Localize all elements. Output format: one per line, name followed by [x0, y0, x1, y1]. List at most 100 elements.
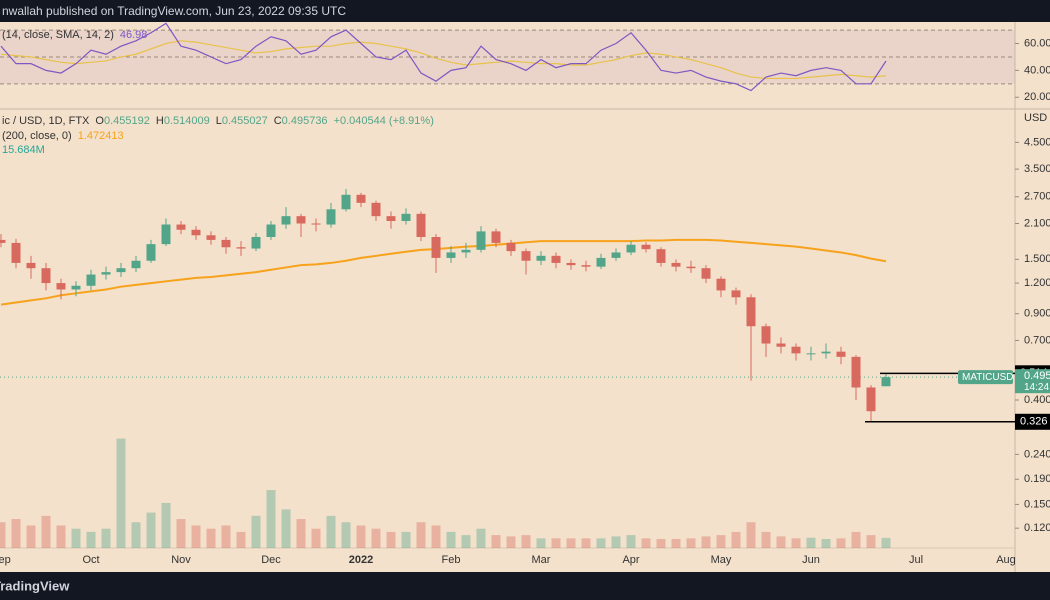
candle-body — [146, 244, 156, 261]
candle-body — [401, 213, 411, 222]
volume-bar — [716, 535, 726, 548]
x-tick-label: Feb — [442, 554, 461, 566]
candle-body — [221, 239, 231, 248]
volume-bar — [761, 531, 771, 548]
volume-bar — [356, 525, 366, 548]
volume-bar — [131, 522, 141, 548]
last-price-box — [1015, 369, 1050, 394]
volume-bar — [0, 522, 6, 548]
symbol-tag — [958, 370, 1013, 385]
volume-bar — [596, 538, 606, 548]
rsi-line — [0, 40, 887, 80]
candle-body — [0, 239, 6, 243]
candle-body — [791, 346, 801, 354]
footer-bar — [0, 572, 1050, 600]
volume-bar — [881, 537, 891, 548]
y-tick-label: 1.200 — [1024, 277, 1050, 289]
axis-unit: USD — [1024, 112, 1047, 124]
countdown-label: 14:24 — [1024, 382, 1049, 393]
candle-body — [626, 244, 636, 253]
volume-bar — [101, 528, 111, 548]
symbol-tag-label: MATICUSD — [962, 372, 1013, 383]
volume-bar — [551, 538, 561, 548]
ma-legend: (200, close, 0) 1.472413 — [2, 130, 124, 142]
candle-body — [71, 285, 81, 290]
rsi-legend: (14, close, SMA, 14, 2) 46.98 — [2, 29, 147, 41]
volume-bar — [161, 502, 171, 548]
legend-title: ic / USD, 1D, FTX — [2, 115, 90, 127]
ohlc-value: 0.514009 — [164, 115, 210, 127]
volume-bar — [11, 519, 21, 548]
volume-bar — [191, 525, 201, 548]
candle-body — [56, 283, 66, 290]
x-tick-label: 2022 — [349, 554, 373, 566]
volume-bar — [236, 531, 246, 548]
candle-body — [431, 236, 441, 258]
candle-body — [326, 209, 336, 225]
volume-bar — [491, 535, 501, 548]
candle-body — [521, 251, 531, 261]
volume-bar — [176, 519, 186, 548]
ohlc-key: C — [274, 115, 282, 127]
candle-body — [476, 231, 486, 250]
y-tick-label: 4.500 — [1024, 136, 1050, 148]
volume-bar — [866, 535, 876, 548]
candle-body — [716, 278, 726, 291]
volume-bar — [521, 535, 531, 548]
volume-bar — [581, 538, 591, 548]
candle-body — [206, 235, 216, 240]
volume-bar — [326, 515, 336, 548]
candle-body — [116, 268, 126, 273]
change-value: +0.040544 (+8.91%) — [334, 115, 434, 127]
volume-legend: 15.684M — [2, 144, 45, 156]
candle-body — [416, 213, 426, 237]
volume-bar — [116, 438, 126, 548]
volume-bar — [641, 538, 651, 548]
candle-body — [131, 260, 141, 269]
candle-body — [566, 262, 576, 266]
volume-bar — [851, 531, 861, 548]
rsi-tick-label: 20.00 — [1024, 91, 1050, 103]
volume-bar — [41, 515, 51, 548]
candle-body — [746, 297, 756, 327]
rsi-title: (14, close, SMA, 14, 2) — [2, 29, 114, 41]
price-box — [1015, 413, 1050, 430]
ohlc-key: O — [95, 115, 104, 127]
ohlc-value: 0.455027 — [222, 115, 268, 127]
volume-bar — [281, 509, 291, 548]
volume-bar — [341, 522, 351, 548]
candle-body — [686, 266, 696, 269]
candle-body — [641, 244, 651, 250]
candle-body — [236, 247, 246, 249]
volume-bar — [791, 538, 801, 548]
candle-body — [356, 194, 366, 203]
candle-body — [311, 223, 321, 225]
candle-body — [491, 231, 501, 243]
candle-body — [821, 351, 831, 354]
candle-body — [176, 224, 186, 230]
y-tick-label: 0.400 — [1024, 394, 1050, 406]
volume-bar — [566, 538, 576, 548]
volume-bar — [671, 538, 681, 548]
y-tick-label: 0.240 — [1024, 448, 1050, 460]
candle-body — [281, 216, 291, 225]
volume-bar — [626, 535, 636, 548]
x-tick-label: May — [711, 554, 732, 566]
ohlc-legend: ic / USD, 1D, FTX O0.455192 H0.514009 L0.45… — [2, 115, 434, 127]
last-price-label: 0.495 — [1024, 370, 1050, 382]
x-tick-label: Apr — [622, 554, 639, 566]
candle-body — [761, 326, 771, 344]
ma-value: 1.472413 — [78, 130, 124, 142]
candle-body — [806, 353, 816, 355]
candle-body — [161, 224, 171, 245]
volume-bar — [371, 528, 381, 548]
volume-bar — [311, 528, 321, 548]
candle-body — [341, 194, 351, 210]
volume-bar — [386, 531, 396, 548]
candle-body — [881, 377, 891, 387]
volume-bar — [476, 528, 486, 548]
candle-body — [446, 252, 456, 258]
volume-bar — [26, 525, 36, 548]
rsi-tick-label: 40.00 — [1024, 64, 1050, 76]
